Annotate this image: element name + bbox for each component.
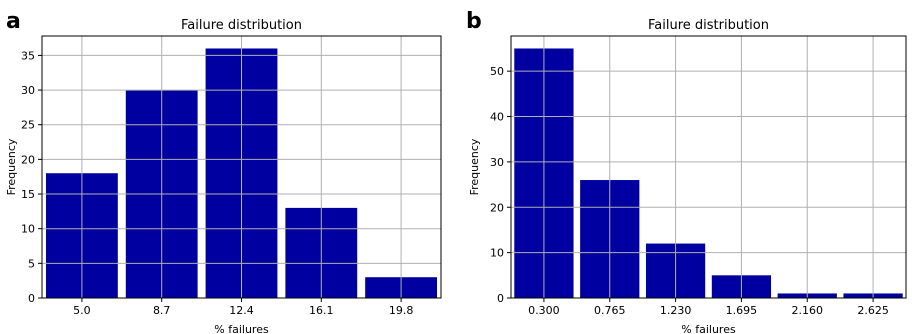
y-tick-label: 30 [490, 156, 504, 169]
y-tick-label: 30 [21, 84, 35, 97]
x-tick-label: 2.160 [792, 304, 824, 317]
y-tick-label: 50 [490, 65, 504, 78]
x-tick-label: 0.300 [528, 304, 560, 317]
x-tick-label: 1.230 [660, 304, 692, 317]
y-tick-label: 20 [490, 201, 504, 214]
chart-title: Failure distribution [648, 18, 769, 33]
y-tick-label: 15 [21, 188, 35, 201]
x-tick-label: 5.0 [73, 304, 91, 317]
plot-frame [41, 35, 442, 299]
x-axis-label: % failures [681, 323, 736, 334]
x-tick-label: 2.625 [857, 304, 889, 317]
chart-panel-a: 5.0 8.7 12.4 16.1 19.8 0 5 10 15 20 25 30 35 Failure … [5, 9, 442, 334]
plot-frame [510, 35, 907, 299]
y-tick-label: 0 [497, 292, 504, 305]
y-tick-label: 25 [21, 119, 35, 132]
y-tick-label: 10 [490, 247, 504, 260]
x-tick-label: 19.8 [389, 304, 414, 317]
y-tick-label: 40 [490, 111, 504, 124]
y-tick-label: 20 [21, 153, 35, 166]
chart-panel-b: 0.300 0.765 1.230 1.695 2.160 2.625 0 10 20 30 40 5… [466, 9, 907, 334]
y-tick-label: 0 [28, 292, 35, 305]
y-tick-label: 5 [28, 257, 35, 270]
x-tick-label: 0.765 [594, 304, 626, 317]
panel-letter: a [6, 9, 21, 34]
x-axis-label: % failures [214, 323, 269, 334]
panel-letter: b [466, 9, 482, 34]
y-axis-label: Frequency [468, 138, 481, 195]
chart-title: Failure distribution [181, 18, 302, 33]
y-tick-label: 10 [21, 223, 35, 236]
x-tick-label: 16.1 [309, 304, 334, 317]
x-tick-label: 1.695 [726, 304, 758, 317]
y-axis-label: Frequency [5, 138, 18, 195]
y-tick-label: 35 [21, 49, 35, 62]
x-tick-label: 8.7 [153, 304, 171, 317]
x-tick-label: 12.4 [229, 304, 254, 317]
